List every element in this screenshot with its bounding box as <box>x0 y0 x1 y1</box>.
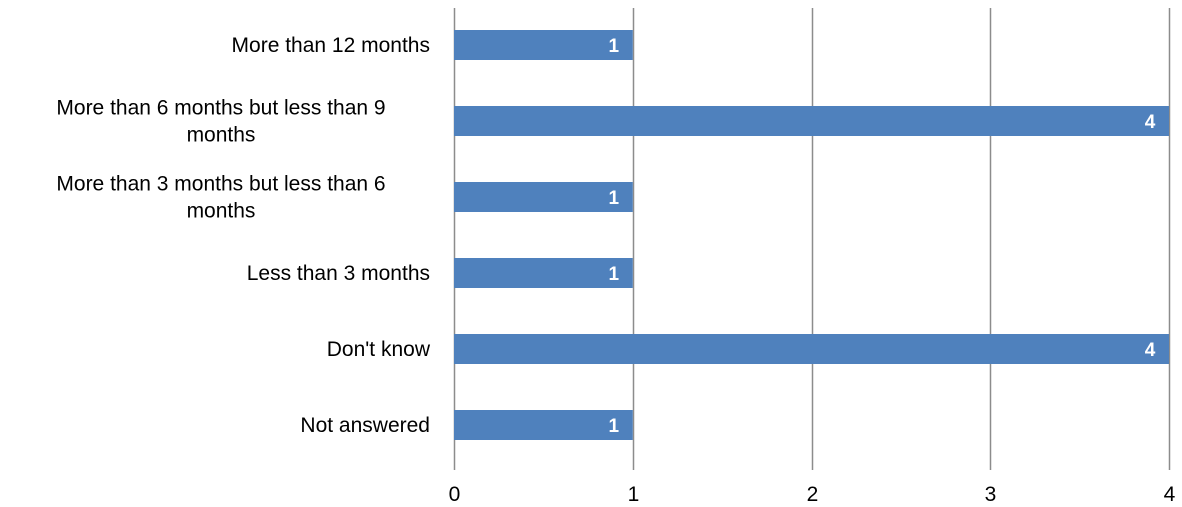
category-label-2: More than 6 months but less than 9 months <box>56 97 385 147</box>
x-tick-label-3: 3 <box>985 483 997 506</box>
category-label-6: Not answered <box>300 414 430 437</box>
bars: 1 4 1 1 4 1 <box>454 30 1169 440</box>
data-label-6: 1 <box>608 416 619 437</box>
data-label-1: 1 <box>608 36 619 57</box>
x-axis-ticks: 0 1 2 3 4 <box>449 483 1176 506</box>
data-label-5: 4 <box>1145 340 1156 361</box>
category-label-1: More than 12 months <box>232 34 430 57</box>
bar-4 <box>454 258 633 288</box>
bar-6 <box>454 410 633 440</box>
data-label-3: 1 <box>608 188 619 209</box>
x-tick-label-1: 1 <box>628 483 640 506</box>
x-tick-label-2: 2 <box>807 483 819 506</box>
bar-3 <box>454 182 633 212</box>
category-labels: More than 12 months More than 6 months bu… <box>56 34 430 437</box>
bar-5 <box>454 334 1169 364</box>
bar-1 <box>454 30 633 60</box>
data-label-2: 4 <box>1145 112 1156 133</box>
category-label-5: Don't know <box>327 338 431 361</box>
grid-lines <box>453 8 1171 470</box>
category-label-4: Less than 3 months <box>247 262 430 285</box>
x-tick-label-4: 4 <box>1164 483 1176 506</box>
bar-2 <box>454 106 1169 136</box>
data-label-4: 1 <box>608 264 619 285</box>
x-tick-label-0: 0 <box>449 483 461 506</box>
category-label-3: More than 3 months but less than 6 months <box>56 173 385 223</box>
